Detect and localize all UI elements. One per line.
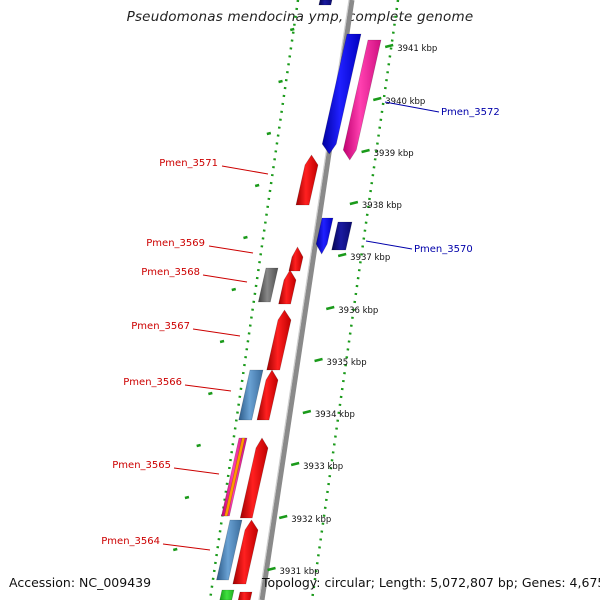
gene-label[interactable]: Pmen_3566 [123,377,182,388]
kbp-tick [325,305,335,311]
kbp-label: 3938 kbp [362,201,402,211]
gene-red-3567 [266,309,292,371]
inner-tick-mark [184,495,190,500]
gene-red-3571 [295,154,319,206]
kbp-tick [372,96,382,102]
kbp-label: 3941 kbp [397,44,437,54]
kbp-tick [302,409,312,415]
gene-label[interactable]: Pmen_3572 [441,107,500,118]
gene-leader-line [162,543,211,551]
gene-label[interactable]: Pmen_3567 [131,321,190,332]
gene-red-3565 [239,437,269,519]
accession-text: Accession: NC_009439 [9,575,152,590]
topology-text: Topology: circular; Length: 5,072,807 bp… [262,575,600,590]
gene-steel-3566 [238,369,264,421]
kbp-tick [278,514,288,520]
kbp-label: 3933 kbp [303,462,343,472]
inner-tick-mark [231,287,237,292]
gene-navy-top [318,0,333,6]
kbp-tick [337,252,347,258]
gene-magenta-3572b [342,39,382,161]
kbp-tick [349,200,359,206]
gene-leader-line [365,240,413,250]
gene-leader-line [173,467,220,475]
gene-steel-3564 [216,519,243,581]
gene-orange-3565 [224,437,246,517]
gene-leader-line [208,245,254,254]
gene-leader-line [221,165,269,175]
gene-leader-line [184,384,232,392]
kbp-label: 3932 kbp [291,515,331,525]
gene-red-3564a [232,519,259,585]
gene-red-3568 [278,269,297,305]
kbp-label: 3935 kbp [327,358,367,368]
gene-navy-3570b [331,221,353,251]
inner-tick-mark [172,547,178,552]
inner-tick-mark [254,183,260,188]
kbp-label: 3936 kbp [338,306,378,316]
inner-tick-mark [266,131,272,136]
gene-label[interactable]: Pmen_3564 [101,536,160,547]
gene-red-3566 [256,369,279,421]
gene-blue-3572a [321,33,362,155]
inner-tick-mark [278,79,283,84]
gene-label[interactable]: Pmen_3570 [414,244,473,255]
kbp-label: 3937 kbp [350,253,390,263]
kbp-tick [384,43,394,49]
outer-tick-track [310,0,400,600]
gene-label[interactable]: Pmen_3565 [112,460,171,471]
kbp-label: 3939 kbp [374,149,414,159]
gene-red-bottom [237,591,253,600]
gene-gray-3568 [257,267,279,303]
gene-leader-line [384,101,440,113]
gene-green-bottom [219,589,235,600]
inner-tick-mark [208,391,213,396]
kbp-label: 3940 kbp [385,97,425,107]
gene-label[interactable]: Pmen_3568 [141,267,200,278]
gene-label[interactable]: Pmen_3571 [159,158,218,169]
inner-tick-mark [196,443,201,448]
inner-tick-mark [219,339,225,344]
gene-leader-line [202,274,248,283]
kbp-label: 3931 kbp [280,567,320,577]
gene-leader-line [192,328,241,337]
kbp-tick [267,566,276,572]
map-title: Pseudomonas mendocina ymp, complete geno… [126,9,474,25]
inner-tick-track [208,0,300,600]
gene-label[interactable]: Pmen_3569 [146,238,205,249]
kbp-tick [361,148,370,154]
inner-tick-mark [243,235,248,240]
inner-tick-mark [289,27,295,32]
gene-red-3569 [288,246,304,272]
kbp-tick [290,461,300,467]
kbp-label: 3934 kbp [315,410,355,420]
kbp-tick [314,357,323,363]
gene-blue-3570a [315,217,334,255]
